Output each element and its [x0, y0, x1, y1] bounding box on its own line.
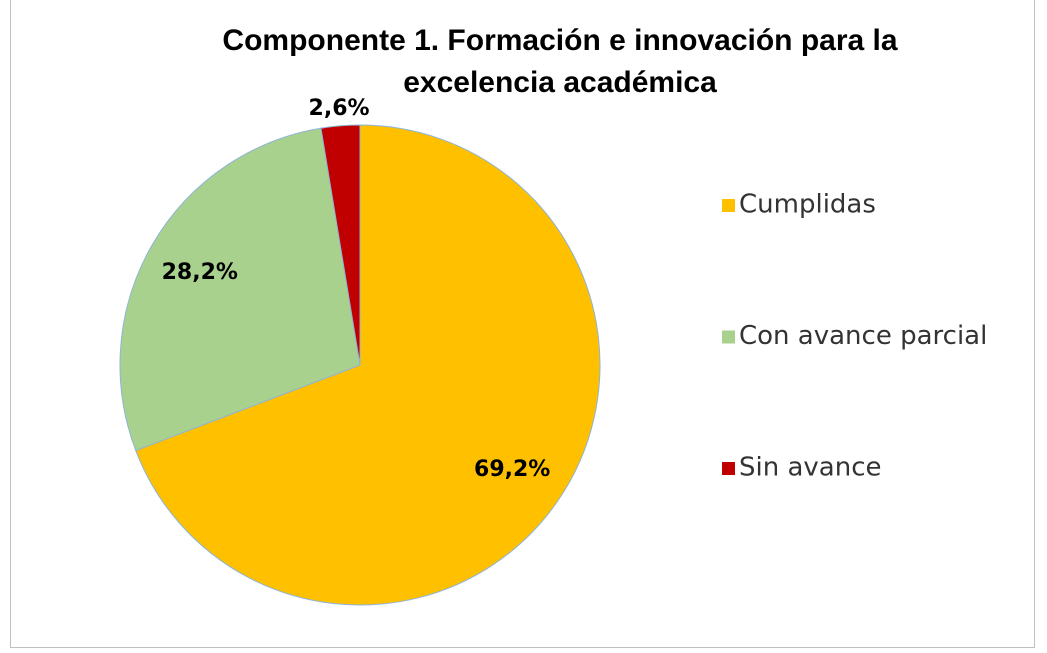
- data-label: 69,2%: [474, 457, 550, 482]
- data-label: 2,6%: [309, 96, 370, 121]
- legend-label: Con avance parcial: [739, 321, 987, 351]
- pie-slice: [119, 127, 361, 452]
- legend-swatch: [722, 199, 735, 212]
- pie-slice: [135, 124, 601, 606]
- chart-frame: [10, 0, 1035, 648]
- legend-swatch: [722, 462, 735, 475]
- legend-label: Sin avance: [739, 453, 882, 483]
- data-label: 28,2%: [162, 260, 238, 285]
- pie-slice: [320, 124, 361, 366]
- legend-swatch: [722, 330, 735, 344]
- chart-title: Componente 1. Formación e innovación par…: [222, 24, 898, 99]
- legend-label: Cumplidas: [739, 190, 876, 220]
